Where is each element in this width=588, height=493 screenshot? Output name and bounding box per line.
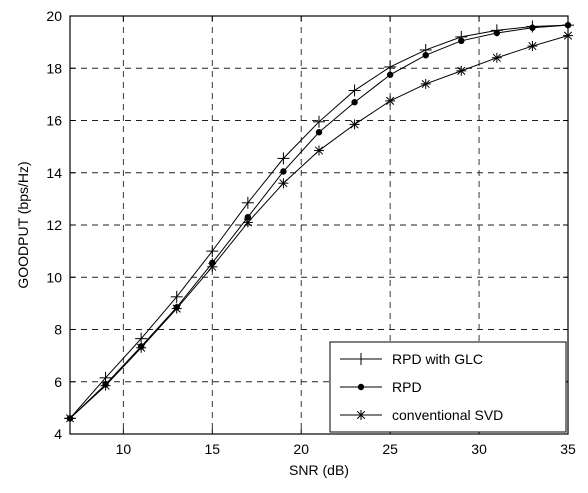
- data-point: [314, 145, 324, 156]
- data-point: [171, 303, 182, 314]
- legend-item-rpd: RPD: [340, 379, 422, 395]
- x-tick-label: 15: [204, 441, 220, 457]
- y-tick-label: 4: [54, 426, 62, 442]
- y-tick-label: 8: [54, 322, 62, 338]
- data-point: [422, 51, 429, 59]
- data-point: [135, 332, 148, 345]
- data-point: [420, 78, 431, 89]
- y-tick-label: 18: [46, 60, 62, 76]
- data-point: [277, 152, 290, 165]
- x-tick-label: 25: [382, 441, 398, 457]
- data-point: [348, 84, 361, 97]
- x-tick-label: 35: [560, 441, 576, 457]
- data-point: [280, 168, 287, 175]
- marker-stroke: [137, 343, 146, 352]
- marker-stroke: [314, 146, 324, 155]
- data-point: [278, 178, 289, 189]
- data-point: [384, 60, 397, 73]
- data-point: [206, 245, 219, 258]
- y-tick-label: 16: [46, 113, 62, 129]
- data-point: [313, 115, 325, 128]
- marker-stroke: [101, 381, 110, 390]
- marker-stroke: [279, 179, 288, 188]
- x-tick-label: 30: [471, 441, 487, 457]
- marker-stroke: [492, 53, 501, 62]
- y-tick-label: 10: [46, 269, 62, 285]
- marker-stroke: [350, 120, 359, 129]
- data-point: [493, 29, 501, 37]
- data-point: [170, 290, 183, 303]
- legend-marker: [357, 383, 365, 391]
- series-rpd-with-glc: [64, 19, 574, 425]
- y-tick-label: 20: [46, 8, 62, 24]
- marker-stroke: [421, 79, 430, 89]
- grid: [70, 16, 568, 434]
- y-tick-label: 14: [46, 165, 62, 181]
- data-point: [456, 65, 467, 76]
- data-point: [529, 24, 536, 31]
- data-point: [527, 41, 538, 52]
- x-tick-label: 10: [116, 441, 132, 457]
- data-point: [386, 71, 394, 78]
- x-axis-label: SNR (dB): [289, 462, 349, 478]
- data-point: [207, 261, 218, 272]
- y-tick-label: 6: [54, 374, 62, 390]
- data-point: [491, 52, 502, 63]
- marker-stroke: [208, 262, 217, 271]
- data-point: [349, 119, 360, 130]
- data-point: [136, 342, 147, 353]
- legend: RPD with GLC RPD conventional SVD: [329, 341, 567, 433]
- data-point: [242, 217, 253, 228]
- data-point: [241, 196, 254, 209]
- marker-stroke: [528, 41, 537, 51]
- marker-stroke: [356, 410, 366, 420]
- data-point: [100, 380, 111, 391]
- y-axis-label: GOODPUT (bps/Hz): [15, 161, 31, 288]
- legend-label: conventional SVD: [392, 407, 503, 423]
- tick-labels: 10 15 20 25 30 35 4 6 8 10 12 14 16 18 20: [46, 8, 576, 457]
- marker-stroke: [172, 304, 181, 313]
- data-point: [351, 99, 358, 106]
- legend-marker: [355, 353, 367, 365]
- data-point: [315, 129, 323, 136]
- x-tick-label: 20: [293, 441, 309, 457]
- marker-stroke: [243, 218, 252, 227]
- data-point: [244, 213, 252, 221]
- legend-item-conventional-svd: conventional SVD: [340, 407, 503, 423]
- legend-item-rpd-with-glc: RPD with GLC: [340, 351, 483, 367]
- legend-label: RPD: [392, 379, 422, 395]
- legend-marker: [356, 410, 366, 420]
- marker-stroke: [386, 96, 395, 106]
- data-point: [385, 95, 396, 106]
- legend-label: RPD with GLC: [392, 351, 483, 367]
- y-tick-label: 12: [46, 217, 62, 233]
- marker-stroke: [457, 66, 466, 75]
- data-point: [458, 37, 465, 45]
